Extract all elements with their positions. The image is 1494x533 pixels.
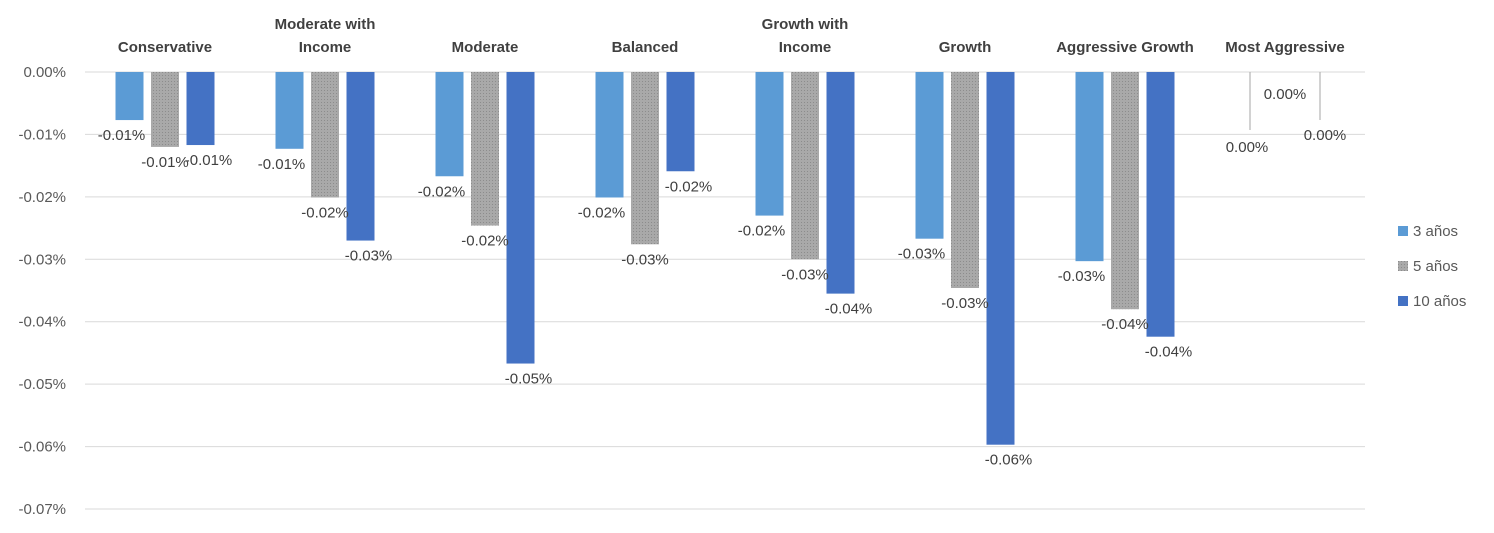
y-tick-label: -0.04% [18,314,66,331]
bar [1146,72,1175,337]
category-label: Growth with [762,16,849,33]
y-tick-label: 0.00% [23,64,66,81]
data-labels: -0.01%-0.01%-0.01% -0.01%-0.02%-0.03%-0.0… [98,72,1347,469]
bar [311,72,339,198]
category-label: Balanced [612,39,679,56]
data-label: -0.03% [1058,268,1106,285]
category-label: Income [779,39,832,56]
data-label: 0.00% [1304,127,1347,144]
legend: 3 años 5 años 10 años [1398,223,1466,310]
y-tick-label: -0.02% [18,189,66,206]
bar [506,72,535,364]
bar [595,72,624,198]
bar [666,72,695,172]
data-label: -0.01% [258,156,306,173]
bar [986,72,1015,445]
bar [826,72,855,294]
data-label: -0.02% [461,233,509,250]
data-label: -0.03% [781,266,829,283]
legend-swatch [1398,296,1408,306]
y-tick-label: -0.07% [18,501,66,518]
data-label: 0.00% [1226,139,1269,156]
legend-entry: 5 años [1413,258,1458,275]
bar [186,72,215,146]
data-label: -0.01% [98,127,146,144]
data-label: -0.01% [185,152,233,169]
data-label: -0.05% [505,371,553,388]
bars [115,72,1175,445]
data-label: -0.03% [941,295,989,312]
legend-entry: 10 años [1413,293,1466,310]
data-label: -0.03% [898,246,946,263]
bar [915,72,944,239]
data-label: -0.02% [665,178,713,195]
data-label: -0.03% [345,248,393,265]
data-label: 0.00% [1264,86,1307,103]
bar [435,72,464,177]
data-label: -0.04% [1145,344,1193,361]
category-label: Income [299,39,352,56]
data-label: -0.01% [141,154,189,171]
bar [951,72,979,289]
bar [471,72,499,226]
data-label: -0.02% [418,183,466,200]
data-label: -0.03% [621,251,669,268]
y-axis-tick-labels: 0.00% -0.01% -0.02% -0.03% -0.04% -0.05% -0.06… [18,64,66,518]
legend-swatch [1398,261,1408,271]
y-tick-label: -0.06% [18,439,66,456]
data-label: -0.04% [1101,316,1149,333]
category-label: Growth [939,39,992,56]
category-label: Moderate [452,39,519,56]
data-label: -0.06% [985,452,1033,469]
data-label: -0.02% [578,204,626,221]
data-label: -0.02% [301,204,349,221]
data-label: -0.02% [738,223,786,240]
bar [346,72,375,241]
y-tick-label: -0.01% [18,126,66,143]
bar [791,72,819,260]
bar [115,72,144,121]
category-label: Aggressive Growth [1056,39,1194,56]
bar [275,72,304,149]
y-tick-label: -0.05% [18,376,66,393]
bar [631,72,659,245]
bar [755,72,784,216]
category-label: Conservative [118,39,212,56]
data-label: -0.04% [825,301,873,318]
bar [151,72,179,147]
legend-entry: 3 años [1413,223,1458,240]
bar [1075,72,1104,262]
category-labels: Conservative Moderate with Income Moderate B… [118,16,1345,56]
legend-swatch [1398,226,1408,236]
y-tick-label: -0.03% [18,251,66,268]
category-label: Most Aggressive [1225,39,1344,56]
category-label: Moderate with [275,16,376,33]
bar [1111,72,1139,310]
